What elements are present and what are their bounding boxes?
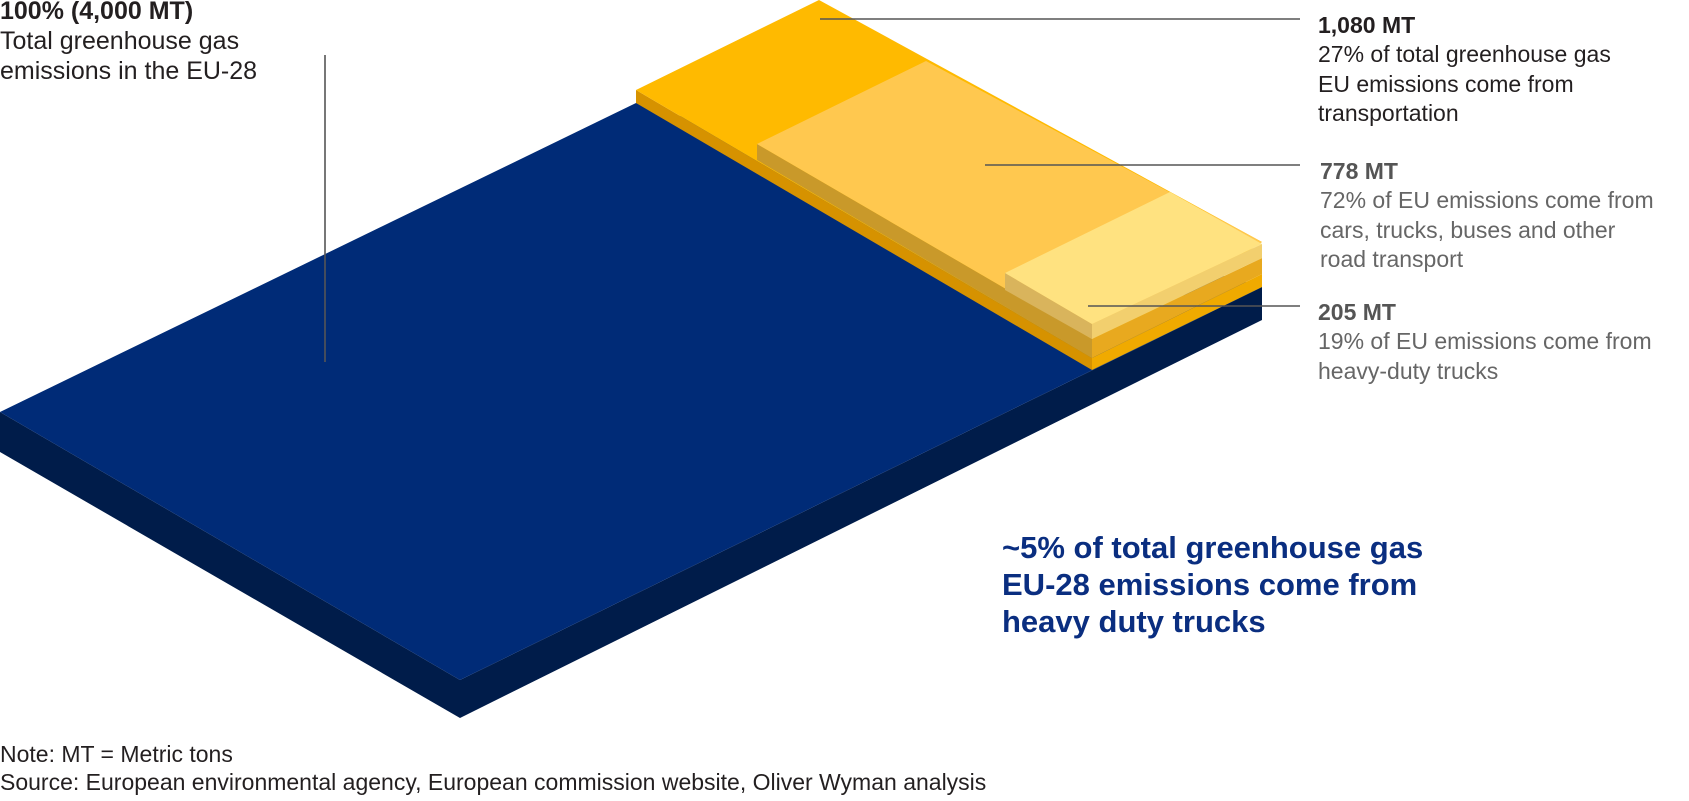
hdt-layer-right-side	[1092, 244, 1262, 339]
transport-emissions-desc-line2: EU emissions come from	[1318, 70, 1574, 97]
heavy-duty-emissions-label: 205 MT 19% of EU emissions come from hea…	[1318, 298, 1652, 386]
hdt-layer-top	[1005, 192, 1262, 324]
transport-emissions-desc-line3: transportation	[1318, 100, 1459, 127]
road-layer-left-side	[757, 144, 1092, 358]
hdt-layer-left-side	[1005, 273, 1092, 339]
total-emissions-value: 100% (4,000 MT)	[0, 0, 194, 25]
total-emissions-desc-line1: Total greenhouse gas	[0, 27, 240, 55]
transport-layer-left-side	[636, 90, 1092, 370]
road-emissions-value: 778 MT	[1320, 158, 1398, 184]
transport-emissions-desc-line1: 27% of total greenhouse gas	[1318, 41, 1611, 68]
leader-lines	[324, 18, 1300, 362]
headline-callout: ~5% of total greenhouse gas EU-28 emissi…	[1002, 529, 1642, 641]
total-emissions-label: 100% (4,000 MT) Total greenhouse gas emi…	[0, 0, 257, 86]
transport-emissions-value: 1,080 MT	[1318, 12, 1416, 38]
total-slab-right-side	[460, 287, 1262, 718]
road-emissions-desc-line3: road transport	[1320, 246, 1464, 273]
road-layer-right-side	[1092, 258, 1262, 358]
headline-line1: ~5% of total greenhouse gas	[1002, 530, 1424, 565]
total-slab-front-side	[0, 412, 460, 718]
headline-line3: heavy duty trucks	[1002, 604, 1266, 640]
heavy-duty-emissions-value: 205 MT	[1318, 299, 1396, 325]
heavy-duty-emissions-desc-line2: heavy-duty trucks	[1318, 357, 1499, 384]
heavy-duty-emissions-desc-line1: 19% of EU emissions come from	[1318, 328, 1652, 355]
road-emissions-label: 778 MT 72% of EU emissions come from car…	[1320, 157, 1654, 275]
footnotes: Note: MT = Metric tons Source: European …	[0, 740, 986, 796]
transport-layer-right-side	[1092, 274, 1262, 370]
total-emissions-desc-line2: emissions in the EU-28	[0, 57, 258, 85]
road-emissions-desc-line1: 72% of EU emissions come from	[1320, 187, 1654, 214]
transport-emissions-label: 1,080 MT 27% of total greenhouse gas EU …	[1318, 11, 1611, 129]
source-text: Source: European environmental agency, E…	[0, 769, 987, 796]
heavy-duty-emissions-layer	[1005, 192, 1262, 339]
headline-line2: EU-28 emissions come from	[1002, 567, 1418, 603]
road-emissions-desc-line2: cars, trucks, buses and other	[1320, 216, 1616, 243]
note-text: Note: MT = Metric tons	[0, 741, 233, 767]
